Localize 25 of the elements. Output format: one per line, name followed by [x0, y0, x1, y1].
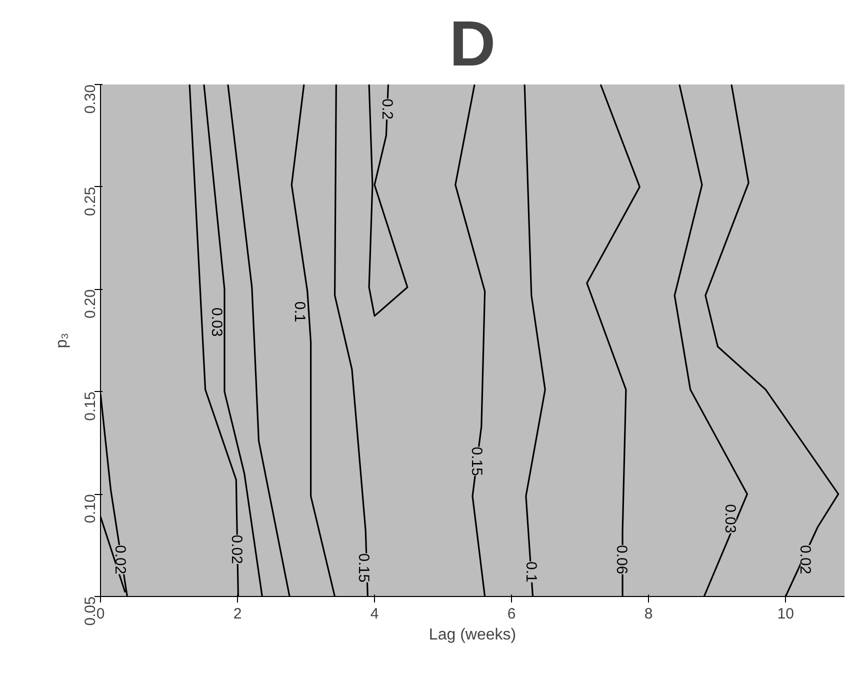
annotation: 0.1: [291, 301, 308, 322]
annotation: 0.1: [522, 562, 540, 582]
annotation: 0.02: [228, 534, 246, 564]
x-tick-label: 8: [644, 606, 653, 622]
annotation: 0.03: [208, 307, 226, 337]
x-tick-label: 0: [96, 606, 105, 622]
annotation: 0.15: [354, 553, 372, 582]
annotation: 0.2: [378, 98, 396, 120]
x-tick-label: 4: [370, 606, 379, 622]
x-tick-label: 10: [777, 606, 794, 622]
annotation: 0.06: [613, 545, 630, 574]
annotation: 0.02: [796, 545, 814, 574]
x-tick-label: 2: [233, 606, 242, 622]
chart-title: D: [449, 8, 496, 80]
y-tick-label: 0.10: [82, 494, 99, 524]
y-tick-label: 0.20: [82, 289, 99, 318]
annotation: 0.03: [721, 504, 738, 534]
annotation: 0.15: [468, 446, 485, 476]
y-tick-label: 0.15: [82, 392, 99, 421]
annotation: 0.02: [112, 545, 129, 574]
x-axis-title: Lag (weeks): [428, 626, 516, 644]
x-tick-label: 6: [507, 606, 516, 622]
y-tick-label: 0.25: [82, 186, 99, 216]
y-axis-title: p₃: [54, 332, 70, 348]
y-tick-label: 0.30: [82, 84, 99, 114]
